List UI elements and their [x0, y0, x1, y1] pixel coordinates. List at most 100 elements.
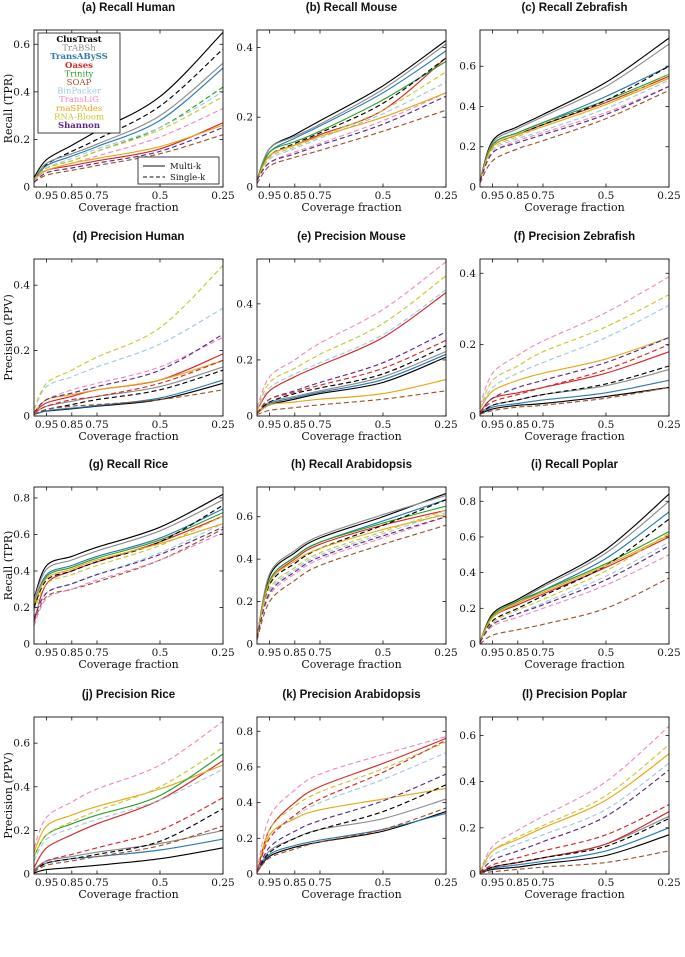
y-tick-label: 0.2	[459, 339, 476, 351]
panel-6: (f) Precision Zebrafish 0.95 0.85 0.75 0.5 0.…	[459, 231, 680, 443]
x-tick-label: 0.95	[481, 419, 504, 431]
series-line-trinity-solid	[33, 753, 224, 857]
series-line-oases-dashed	[479, 344, 670, 413]
y-tick-label: 0.2	[459, 822, 476, 834]
series-line-trinity-solid	[479, 73, 670, 182]
y-tick-label: 0.4	[236, 797, 253, 809]
y-tick-label: 0.4	[13, 280, 30, 292]
series-line-shannon-dashed	[256, 95, 447, 181]
legend-styles-box	[137, 156, 220, 185]
series-line-oases-solid	[479, 75, 670, 182]
x-tick-label: 0.75	[308, 190, 331, 202]
axes-frame	[479, 29, 670, 188]
legend-style-label-dashed: Single-k	[170, 173, 206, 183]
series-line-rnaspades-solid	[256, 92, 447, 181]
legend-entry-rnaspades: rnaSPAdes	[56, 104, 102, 114]
legend-entry-clustrast: ClusTrast	[56, 35, 101, 45]
x-tick-label: 0.25	[657, 419, 680, 431]
y-tick-label: 0	[469, 411, 476, 423]
panel-2: (b) Recall Mouse 0.95 0.85 0.75 0.5 0.25 Cover…	[236, 2, 457, 214]
x-tick-label: 0.5	[152, 190, 169, 202]
y-tick-label: 0.4	[13, 565, 30, 577]
legend-entry-trabsh: TrABSh	[62, 44, 96, 54]
series-line-rna-bloom-dashed	[33, 96, 224, 181]
series-line-trabsh-solid	[33, 499, 224, 601]
panel-title: (l) Precision Poplar	[522, 689, 627, 701]
x-tick-label: 0.25	[434, 190, 457, 202]
y-tick-label: 0.8	[459, 496, 476, 508]
y-tick-label: 0.2	[13, 134, 30, 146]
series-line-clustrast-dashed	[33, 504, 224, 608]
series-line-shannon-dashed	[479, 769, 670, 874]
y-tick-label: 0.2	[459, 603, 476, 615]
series-line-rnaspades-solid	[256, 787, 447, 873]
y-tick-label: 0.4	[459, 567, 476, 579]
axes-frame	[479, 486, 670, 645]
series-line-rna-bloom-dashed	[256, 509, 447, 638]
series-line-clustrast-dashed	[479, 365, 670, 415]
series-line-binpacker-dashed	[479, 79, 670, 182]
series-line-translig-dashed	[479, 276, 670, 406]
x-tick-label: 0.95	[35, 419, 58, 431]
series-line-shannon-dashed	[479, 545, 670, 643]
x-tick-label: 0.75	[85, 190, 108, 202]
y-tick-label: 0.2	[236, 833, 253, 845]
x-tick-label: 0.85	[506, 647, 529, 659]
panel-4: (d) Precision Human 0.95 0.85 0.75 0.5 0.25 Co…	[2, 231, 235, 443]
series-line-clustrast-dashed	[479, 65, 670, 182]
series-line-rna-bloom-dashed	[33, 265, 224, 410]
x-axis-label: Coverage fraction	[78, 201, 178, 214]
y-tick-label: 0	[23, 411, 30, 423]
series-line-clustrast-solid	[256, 492, 447, 638]
series-line-binpacker-dashed	[479, 762, 670, 873]
series-line-rnaspades-solid	[33, 359, 224, 414]
x-tick-label: 0.25	[211, 877, 234, 889]
x-axis-label: Coverage fraction	[78, 658, 178, 671]
series-line-transabyss-solid	[479, 65, 670, 182]
axes-frame	[256, 716, 447, 875]
series-line-binpacker-dashed	[479, 304, 670, 410]
y-axis-label: Recall (TPR)	[2, 531, 15, 601]
y-axis-label: Recall (TPR)	[2, 74, 15, 144]
panel-title: (e) Precision Mouse	[297, 231, 406, 243]
x-tick-label: 0.85	[60, 877, 83, 889]
y-tick-label: 0.4	[459, 268, 476, 280]
y-tick-label: 0.2	[236, 112, 253, 124]
axes-frame	[33, 716, 224, 875]
legend-entry-binpacker: BinPacker	[57, 87, 102, 97]
series-line-translig-dashed	[479, 725, 670, 872]
axes-frame	[479, 716, 670, 875]
series-line-rnaspades-solid	[479, 534, 670, 643]
y-tick-label: 0.2	[236, 354, 253, 366]
panel-title: (b) Recall Mouse	[306, 2, 397, 14]
panel-8: (h) Recall Arabidopsis 0.95 0.85 0.75 0.5 0.2…	[236, 459, 457, 671]
series-line-rna-bloom-dashed	[256, 741, 447, 873]
series-line-clustrast-solid	[479, 37, 670, 182]
x-tick-label: 0.95	[258, 419, 281, 431]
legend-entry-oases: Oases	[65, 61, 93, 71]
series-line-binpacker-dashed	[256, 289, 447, 411]
panel-title: (j) Precision Rice	[82, 689, 175, 701]
series-line-shannon-dashed	[479, 336, 670, 413]
axes-frame	[256, 29, 447, 188]
axes-frame	[479, 258, 670, 417]
series-line-soap-dashed	[256, 807, 447, 873]
x-tick-label: 0.75	[531, 419, 554, 431]
series-line-transabyss-solid	[33, 508, 224, 605]
y-tick-label: 0	[469, 182, 476, 194]
series-line-clustrast-dashed	[479, 818, 670, 874]
series-line-translig-dashed	[256, 261, 447, 408]
series-line-soap-dashed	[479, 577, 670, 645]
x-tick-label: 0.25	[434, 419, 457, 431]
series-line-rna-bloom-dashed	[33, 515, 224, 612]
series-line-binpacker-dashed	[256, 511, 447, 638]
series-line-transabyss-solid	[33, 379, 224, 415]
y-tick-label: 0.6	[13, 738, 30, 750]
x-tick-label: 0.5	[375, 877, 392, 889]
y-tick-label: 0	[246, 639, 253, 651]
x-tick-label: 0.25	[211, 419, 234, 431]
series-line-translig-dashed	[33, 107, 224, 181]
x-tick-label: 0.75	[531, 647, 554, 659]
x-tick-label: 0.75	[85, 419, 108, 431]
